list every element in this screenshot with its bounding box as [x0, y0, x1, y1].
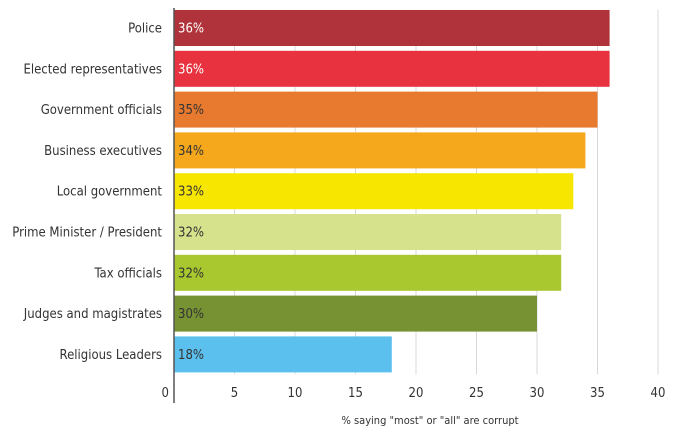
bar: [174, 10, 610, 46]
category-label: Business executives: [44, 144, 162, 159]
bar: [174, 132, 586, 169]
value-labels: 36% 36% 35% 34% 33% 32% 32% 30% 18%: [178, 22, 204, 363]
value-label: 36%: [178, 62, 204, 77]
x-tick-labels: 0 5 10 15 20 25 30 35 40: [162, 386, 666, 401]
value-label: 36%: [178, 22, 204, 37]
category-label: Religious Leaders: [60, 348, 162, 363]
category-label: Judges and magistrates: [23, 307, 162, 322]
value-label: 32%: [178, 266, 204, 281]
category-labels: Police Elected representatives Government …: [12, 22, 162, 363]
value-label: 35%: [178, 103, 204, 118]
bar: [174, 50, 610, 87]
value-label: 34%: [178, 144, 204, 159]
x-tick-label: 25: [469, 386, 484, 401]
bar: [174, 214, 562, 250]
value-label: 33%: [178, 185, 204, 200]
category-label: Local government: [57, 185, 163, 200]
x-tick-label: 40: [651, 386, 666, 401]
bar: [174, 91, 598, 128]
category-label: Police: [128, 22, 162, 37]
x-tick-label: 15: [348, 386, 363, 401]
x-tick-label: 20: [409, 386, 424, 401]
bar: [174, 295, 537, 332]
x-tick-label: 5: [231, 386, 238, 401]
x-axis-title: % saying "most" or "all" are corrupt: [341, 414, 518, 427]
value-label: 32%: [178, 226, 204, 241]
value-label: 30%: [178, 307, 204, 322]
x-tick-label: 0: [162, 386, 169, 401]
category-label: Prime Minister / President: [12, 226, 162, 241]
bar: [174, 336, 392, 373]
value-label: 18%: [178, 348, 204, 363]
category-label: Elected representatives: [23, 62, 162, 77]
bars: [174, 10, 610, 373]
x-tick-label: 10: [288, 386, 303, 401]
bar: [174, 173, 574, 210]
x-tick-label: 35: [590, 386, 605, 401]
category-label: Government officials: [41, 103, 162, 118]
category-label: Tax officials: [94, 266, 162, 281]
x-tick-label: 30: [530, 386, 545, 401]
bar: [174, 254, 562, 291]
